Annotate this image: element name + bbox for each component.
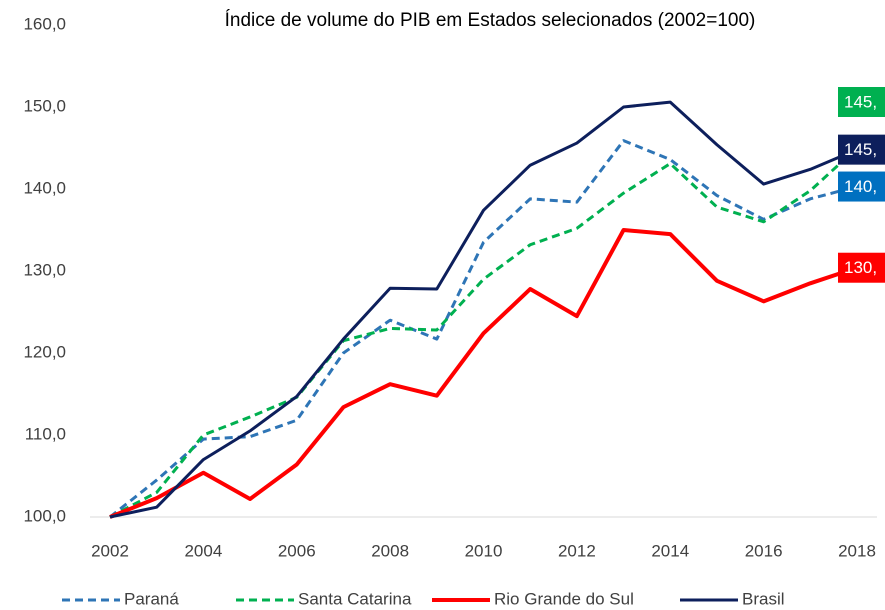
x-tick-label: 2016 [745,541,783,560]
y-tick-label: 150,0 [23,96,66,115]
x-tick-label: 2004 [184,541,222,560]
y-tick-label: 160,0 [23,14,66,33]
legend-label: Brasil [742,589,785,608]
x-tick-label: 2010 [465,541,503,560]
value-label-box [838,171,885,202]
x-tick-label: 2012 [558,541,596,560]
value-label-box [838,87,885,117]
series-line [109,146,859,519]
x-tick-label: 2008 [371,541,409,560]
value-label: 145, [844,92,877,111]
legend-label: Rio Grande do Sul [494,589,634,608]
x-tick-label: 2014 [651,541,689,560]
value-label: 145, [844,140,877,159]
y-tick-label: 130,0 [23,260,66,279]
legend-label: Paraná [124,589,179,608]
y-tick-label: 140,0 [23,178,66,197]
y-tick-label: 110,0 [25,424,66,443]
chart-title: Índice de volume do PIB em Estados selec… [225,10,756,31]
value-label: 140, [844,177,877,196]
series-line [109,228,858,519]
x-tick-label: 2002 [91,541,129,560]
x-tick-label: 2018 [838,541,876,560]
y-tick-label: 120,0 [23,342,66,361]
value-label-box [838,134,885,165]
x-tick-label: 2006 [278,541,316,560]
value-label: 130, [844,258,877,277]
value-label-box [838,252,885,283]
y-tick-label: 100,0 [23,506,66,525]
series-line [109,100,858,519]
legend-label: Santa Catarina [298,589,412,608]
series-line [109,139,858,519]
